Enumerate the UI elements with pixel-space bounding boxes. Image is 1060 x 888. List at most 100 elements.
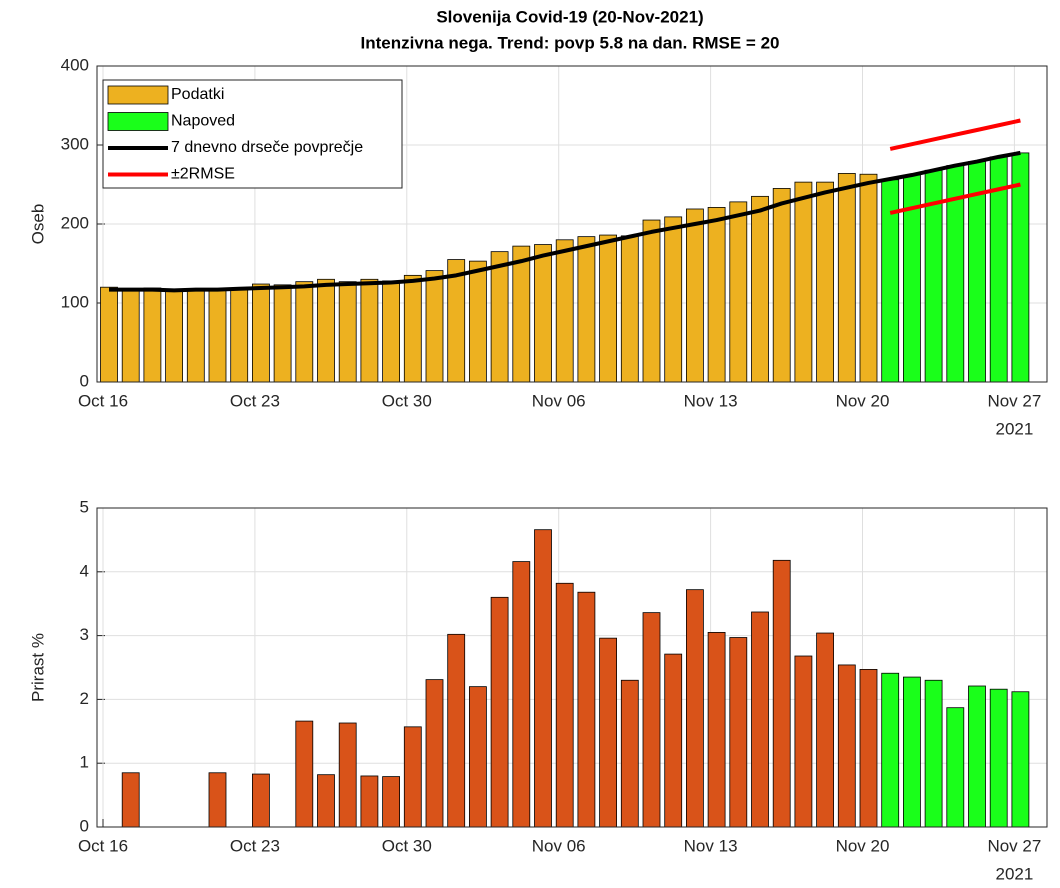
legend-label: 7 dnevno drseče povprečje — [171, 139, 363, 156]
bar — [599, 234, 617, 383]
bar — [468, 686, 487, 828]
bar — [577, 591, 596, 828]
x-tick-label: Oct 16 — [78, 391, 128, 410]
y-tick-label: 400 — [61, 55, 89, 74]
bar — [468, 260, 487, 383]
y-tick-label: 100 — [61, 292, 89, 311]
y-axis-label: Oseb — [28, 204, 47, 245]
bar — [251, 773, 270, 828]
bar — [208, 772, 227, 828]
y-tick-label: 5 — [80, 497, 89, 516]
bar — [881, 672, 900, 828]
bar — [403, 726, 422, 828]
bar — [121, 772, 140, 828]
bar — [664, 216, 683, 383]
bar — [273, 284, 292, 383]
bar — [360, 278, 379, 383]
x-tick-label: Nov 13 — [684, 836, 738, 855]
bar — [924, 679, 943, 828]
bar — [903, 676, 921, 828]
bar — [772, 559, 791, 828]
bar — [772, 188, 791, 383]
bar — [686, 208, 704, 383]
bar — [837, 173, 856, 383]
bar — [534, 244, 552, 383]
x-tick-label: Oct 23 — [230, 836, 280, 855]
line — [109, 150, 1021, 293]
bar — [403, 274, 422, 383]
bar — [599, 637, 617, 828]
legend-swatch — [107, 85, 169, 105]
bar — [816, 181, 834, 383]
bar — [620, 235, 639, 383]
bar — [251, 283, 270, 383]
x-tick-label: Oct 30 — [382, 391, 432, 410]
y-tick-label: 2 — [80, 689, 89, 708]
x-tick-label: Nov 27 — [987, 391, 1041, 410]
axes-box — [96, 507, 1048, 828]
bar — [295, 720, 314, 828]
bar — [577, 236, 596, 383]
y-tick-label: 300 — [61, 134, 89, 153]
bar — [490, 596, 509, 828]
x-tick-label: Nov 20 — [836, 391, 890, 410]
bar — [1011, 691, 1030, 828]
bar — [859, 173, 878, 383]
bar — [664, 653, 683, 828]
bar — [534, 529, 552, 828]
bar — [230, 288, 249, 383]
bar — [989, 688, 1008, 828]
bar — [186, 289, 205, 383]
bar — [555, 239, 574, 383]
bar — [425, 270, 444, 383]
bar — [208, 288, 227, 383]
bar — [143, 287, 162, 383]
bar — [100, 286, 118, 383]
bar — [382, 776, 401, 828]
y-axis-label: Prirast % — [28, 633, 47, 702]
y-tick-label: 1 — [80, 753, 89, 772]
line — [889, 118, 1021, 151]
bar — [620, 679, 639, 828]
bar — [317, 278, 335, 383]
line — [889, 182, 1021, 215]
bar — [317, 774, 335, 828]
bar — [382, 280, 401, 383]
bar — [751, 195, 769, 383]
bar — [512, 561, 531, 828]
x-tick-label: Oct 23 — [230, 391, 280, 410]
bar — [642, 219, 661, 383]
bar — [837, 664, 856, 828]
bar — [338, 281, 357, 383]
bar — [360, 775, 379, 828]
bar — [338, 722, 357, 828]
y-tick-label: 0 — [80, 371, 89, 390]
legend-label: Napoved — [171, 113, 235, 130]
legend-swatch — [107, 112, 169, 131]
x-tick-label: Nov 13 — [684, 391, 738, 410]
bar — [816, 632, 834, 828]
bar — [686, 589, 704, 828]
y-tick-label: 200 — [61, 213, 89, 232]
bar — [794, 655, 813, 828]
bar — [447, 633, 466, 828]
axes-box — [96, 65, 1048, 383]
bar — [794, 181, 813, 383]
bar — [859, 669, 878, 828]
bar — [425, 679, 444, 828]
x-tick-label: Nov 20 — [836, 836, 890, 855]
bar — [707, 207, 726, 383]
y-tick-label: 3 — [80, 625, 89, 644]
x-year-label: 2021 — [995, 419, 1033, 438]
bar — [512, 245, 531, 383]
bar — [729, 201, 748, 383]
x-tick-label: Oct 16 — [78, 836, 128, 855]
chart-title: Slovenija Covid-19 (20-Nov-2021) — [436, 7, 703, 26]
x-year-label: 2021 — [995, 864, 1033, 883]
bar — [121, 288, 140, 383]
bar — [946, 707, 965, 828]
bar — [642, 612, 661, 828]
bar — [555, 582, 574, 828]
bar — [490, 251, 509, 383]
